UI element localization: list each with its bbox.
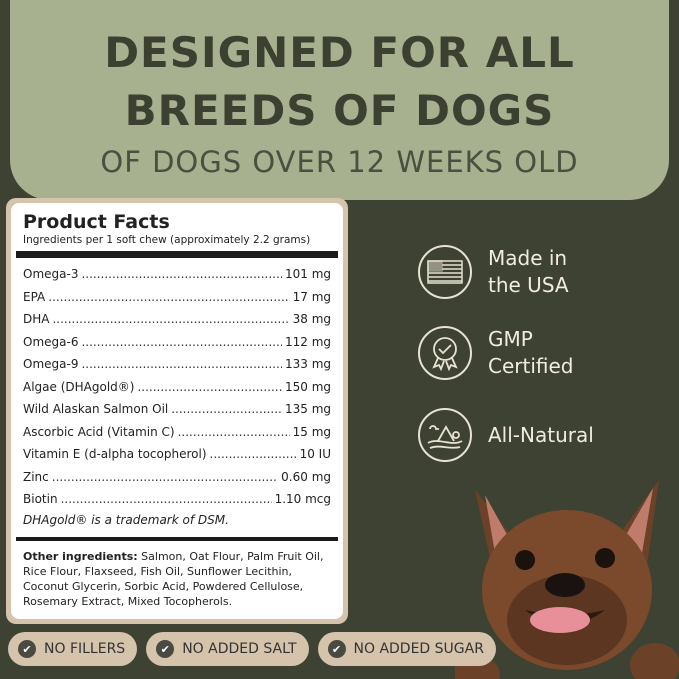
- other-ingredients: Other ingredients: Salmon, Oat Flour, Pa…: [23, 549, 331, 609]
- product-facts-panel: Product Facts Ingredients per 1 soft che…: [6, 198, 348, 624]
- facts-row: Omega-3 101 mg: [23, 263, 331, 286]
- feature-text: Made in: [488, 246, 568, 270]
- feature-all-natural: All-Natural: [418, 408, 594, 462]
- nutrient-value: 10 IU: [299, 447, 331, 462]
- nutrient-value: 112 mg: [284, 334, 331, 349]
- leader-dots: [171, 402, 282, 416]
- leader-dots: [81, 267, 282, 281]
- nutrient-value: 101 mg: [284, 267, 331, 282]
- nutrient-value: 38 mg: [292, 312, 331, 327]
- facts-row: Biotin 1.10 mcg: [23, 488, 331, 511]
- nutrient-value: 1.10 mcg: [274, 492, 331, 507]
- facts-row: Omega-6 112 mg: [23, 331, 331, 354]
- pill-label: NO ADDED SUGAR: [353, 641, 484, 657]
- facts-row: Omega-9 133 mg: [23, 353, 331, 376]
- leader-dots: [210, 447, 297, 461]
- nutrient-value: 150 mg: [284, 379, 331, 394]
- checkmark-icon: ✔: [327, 640, 346, 658]
- pill-label: NO FILLERS: [44, 641, 126, 657]
- facts-row: Ascorbic Acid (Vitamin C) 15 mg: [23, 421, 331, 444]
- headline-subtitle: OF DOGS OVER 12 WEEKS OLD: [100, 145, 579, 179]
- other-ingredients-label: Other ingredients:: [23, 549, 138, 563]
- feature-made-in-usa: Made in the USA: [418, 245, 569, 299]
- facts-row: Vitamin E (d-alpha tocopherol) 10 IU: [23, 443, 331, 466]
- leader-dots: [178, 425, 290, 439]
- claims-row: ✔ NO FILLERS ✔ NO ADDED SALT ✔ NO ADDED SUG…: [8, 632, 496, 666]
- leader-dots: [137, 380, 282, 394]
- feature-text: All-Natural: [488, 422, 594, 447]
- checkmark-icon: ✔: [156, 640, 175, 658]
- facts-row: EPA 17 mg: [23, 286, 331, 309]
- facts-row: Algae (DHAgold®) 150 mg: [23, 376, 331, 399]
- leader-dots: [52, 312, 289, 326]
- nutrient-name: Zinc: [23, 469, 49, 484]
- feature-text: GMP: [488, 327, 533, 351]
- trademark-note: DHAgold® is a trademark of DSM.: [23, 512, 229, 527]
- nutrient-name: EPA: [23, 289, 46, 304]
- usa-flag-icon: [418, 245, 472, 299]
- certified-badge-icon: [418, 326, 472, 380]
- serving-info: Ingredients per 1 soft chew (approximate…: [23, 234, 311, 246]
- nutrient-name: Biotin: [23, 492, 58, 507]
- pill-no-added-sugar: ✔ NO ADDED SUGAR: [317, 632, 496, 666]
- leader-dots: [48, 290, 289, 304]
- divider: [16, 536, 338, 541]
- french-bulldog-image: [455, 480, 679, 679]
- headline-line-1: DESIGNED FOR ALL: [104, 28, 575, 77]
- nutrient-value: 135 mg: [284, 402, 331, 417]
- nutrient-name: Wild Alaskan Salmon Oil: [23, 402, 169, 417]
- feature-text: Certified: [488, 354, 574, 378]
- headline-banner: [10, 0, 669, 200]
- headline-line-2: BREEDS OF DOGS: [124, 86, 555, 135]
- feature-text: the USA: [488, 273, 569, 297]
- nutrient-name: Omega-6: [23, 334, 79, 349]
- nutrient-name: Omega-3: [23, 267, 79, 282]
- nutrient-name: Omega-9: [23, 357, 79, 372]
- other-ingredients-text: Salmon, Oat Flour, Palm Fruit Oil, Rice …: [23, 549, 324, 608]
- leader-dots: [61, 492, 272, 506]
- nutrient-value: 15 mg: [292, 424, 331, 439]
- leader-dots: [81, 335, 282, 349]
- nutrient-name: Ascorbic Acid (Vitamin C): [23, 424, 175, 439]
- pill-no-fillers: ✔ NO FILLERS: [8, 632, 138, 666]
- product-facts-title: Product Facts: [23, 211, 170, 233]
- facts-row: Zinc 0.60 mg: [23, 466, 331, 489]
- pill-label: NO ADDED SALT: [182, 641, 297, 657]
- facts-row: Wild Alaskan Salmon Oil 135 mg: [23, 398, 331, 421]
- checkmark-icon: ✔: [18, 640, 36, 658]
- nutrient-name: Vitamin E (d-alpha tocopherol): [23, 447, 207, 462]
- nutrient-name: Algae (DHAgold®): [23, 379, 135, 394]
- leader-dots: [81, 357, 282, 371]
- nutrient-value: 17 mg: [292, 289, 331, 304]
- nature-landscape-icon: [418, 408, 472, 462]
- nutrient-value: 0.60 mg: [281, 469, 331, 484]
- nutrient-name: DHA: [23, 312, 50, 327]
- divider: [16, 251, 338, 258]
- nutrient-value: 133 mg: [284, 357, 331, 372]
- feature-gmp-certified: GMP Certified: [418, 326, 574, 380]
- pill-no-added-salt: ✔ NO ADDED SALT: [146, 632, 309, 666]
- leader-dots: [52, 470, 278, 484]
- facts-row: DHA 38 mg: [23, 308, 331, 331]
